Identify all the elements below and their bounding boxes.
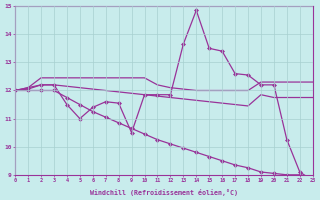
- X-axis label: Windchill (Refroidissement éolien,°C): Windchill (Refroidissement éolien,°C): [90, 189, 238, 196]
